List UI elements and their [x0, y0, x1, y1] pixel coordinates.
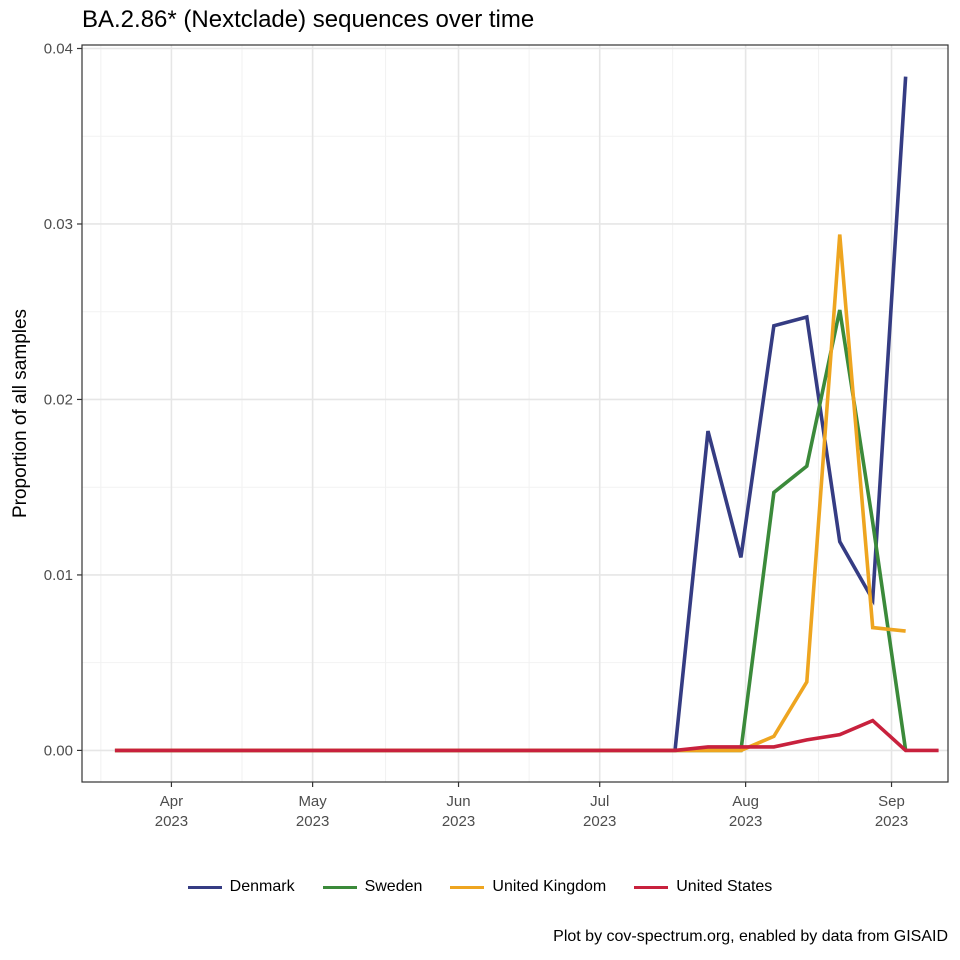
legend-key: [634, 885, 669, 889]
chart-title: BA.2.86* (Nextclade) sequences over time: [82, 6, 535, 33]
chart-plot: 0.00 0.01 0.02 0.03 0.04 Apr 2023 May 2023 Jun 202…: [10, 41, 949, 830]
series-line-united-states: [114, 718, 939, 753]
x-tick-label-year: 2023: [442, 813, 475, 830]
legend-key: [450, 885, 485, 889]
plot-border: [81, 44, 949, 783]
plot-panel: [82, 45, 948, 782]
legend-key: [322, 885, 357, 889]
y-axis-title: Proportion of all samples: [10, 309, 31, 518]
x-tick-label-month: Aug: [732, 793, 759, 810]
y-tick-label: 0.02: [44, 391, 73, 408]
legend-label: United Kingdom: [492, 878, 607, 895]
y-tick-label: 0.04: [44, 41, 73, 58]
chart-caption: Plot by cov-spectrum.org, enabled by dat…: [553, 928, 948, 945]
legend-item: Denmark: [187, 878, 295, 896]
legend-label: Sweden: [364, 878, 423, 895]
legend-item: United Kingdom: [450, 878, 606, 896]
legend-key: [187, 885, 222, 889]
x-tick-label-month: Jun: [446, 793, 470, 810]
x-tick-label-month: Sep: [878, 793, 905, 810]
legend-label: United States: [676, 878, 773, 895]
x-tick-label-month: Jul: [590, 793, 609, 810]
x-tick-label-year: 2023: [583, 813, 616, 830]
y-tick-label: 0.03: [44, 216, 73, 233]
x-tick-label-month: May: [298, 793, 327, 810]
x-tick-label-year: 2023: [729, 813, 762, 830]
y-tick-label: 0.00: [44, 742, 73, 759]
legend: Denmark Sweden United Kingdom United States: [0, 878, 960, 896]
x-tick-label-month: Apr: [160, 793, 183, 810]
legend-label: Denmark: [229, 878, 295, 895]
legend-item: Sweden: [322, 878, 423, 896]
x-tick-label-year: 2023: [875, 813, 908, 830]
y-tick-label: 0.01: [44, 567, 73, 584]
x-tick-label-year: 2023: [296, 813, 329, 830]
legend-item: United States: [634, 878, 772, 896]
x-tick-label-year: 2023: [155, 813, 188, 830]
